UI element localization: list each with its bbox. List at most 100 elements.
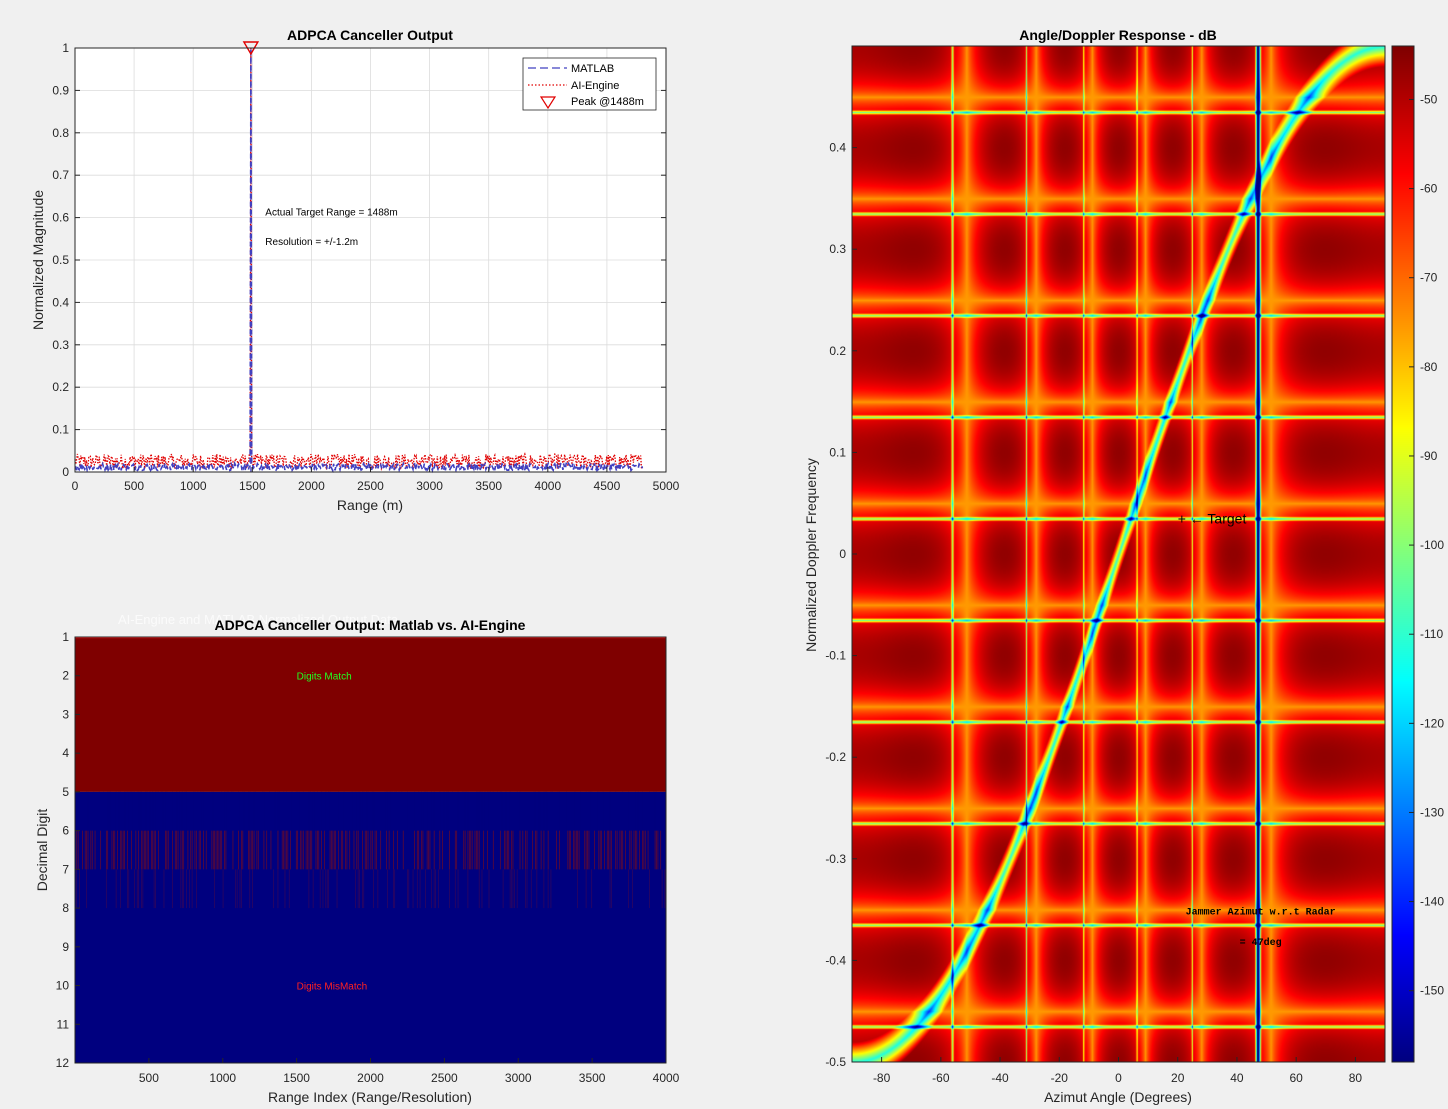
- legend-peak-marker: [539, 96, 557, 110]
- match-stripe: [266, 830, 268, 870]
- match-stripe: [478, 869, 480, 909]
- match-stripe: [387, 869, 389, 909]
- mismatch-stripe: [499, 791, 501, 831]
- colorbar-tick-label: -150: [1420, 984, 1444, 998]
- match-stripe: [573, 830, 574, 870]
- match-stripe: [249, 830, 251, 870]
- colorbar-frame: [1391, 45, 1415, 1063]
- x-tick-label: 2500: [431, 1071, 458, 1085]
- match-stripe: [393, 830, 394, 870]
- mismatch-stripe: [110, 791, 111, 831]
- digit-match-title: ADPCA Canceller Output: Matlab vs. AI-En…: [215, 617, 526, 633]
- mismatch-stripe: [484, 791, 486, 831]
- mismatch-stripe: [308, 791, 310, 831]
- match-stripe: [122, 830, 124, 870]
- match-stripe: [300, 830, 301, 870]
- match-stripe: [120, 830, 121, 870]
- match-stripe: [290, 830, 291, 870]
- match-stripe: [241, 830, 242, 870]
- match-stripe: [218, 830, 220, 870]
- match-stripe: [176, 830, 178, 870]
- match-stripe: [76, 869, 78, 909]
- match-stripe: [142, 869, 144, 909]
- match-stripe: [297, 830, 299, 870]
- match-stripe: [357, 830, 359, 870]
- mismatch-stripe: [649, 791, 650, 831]
- y-tick-label: 0.3: [829, 242, 846, 256]
- mismatch-stripe: [539, 791, 541, 831]
- match-stripe: [425, 869, 427, 909]
- mismatch-stripe: [447, 791, 449, 831]
- match-stripe: [238, 830, 239, 870]
- match-stripe: [488, 869, 490, 909]
- x-tick-label: 3500: [579, 1071, 606, 1085]
- match-stripe: [335, 830, 337, 870]
- y-tick-label: 1: [62, 41, 69, 55]
- digit-match-plot: 500 1000 1500 2000 2500 3000 3500 4000123456789…: [34, 612, 680, 1105]
- match-stripe: [329, 830, 331, 870]
- mismatch-stripe: [501, 791, 503, 831]
- match-stripe: [211, 830, 213, 870]
- match-stripe: [317, 830, 318, 870]
- y-tick-label: -0.2: [825, 750, 846, 764]
- digit-match-ghost-title: AI-Engine and MATLAB Normalized Output D…: [118, 612, 399, 627]
- mismatch-stripe: [201, 791, 203, 831]
- y-tick-label: -0.5: [825, 1055, 846, 1069]
- mismatch-stripe: [385, 791, 387, 831]
- match-stripe: [575, 830, 577, 870]
- match-stripe: [426, 830, 428, 870]
- match-stripe: [214, 869, 215, 909]
- mismatch-stripe: [221, 791, 223, 831]
- match-stripe: [449, 869, 450, 909]
- mismatch-stripe: [480, 791, 482, 831]
- x-tick-label: -80: [873, 1071, 891, 1085]
- match-stripe: [511, 869, 512, 909]
- mismatch-stripe: [425, 791, 427, 831]
- match-stripe: [532, 830, 534, 870]
- y-tick-label: 0: [62, 465, 69, 479]
- match-stripe: [526, 869, 528, 909]
- mismatch-stripe: [664, 791, 666, 831]
- match-stripe: [550, 869, 552, 909]
- mismatch-stripe: [298, 791, 300, 831]
- match-stripe: [483, 830, 484, 870]
- match-stripe: [345, 830, 346, 870]
- mismatch-stripe: [355, 791, 356, 831]
- mismatch-stripe: [325, 791, 327, 831]
- range-plot-xlabel: Range (m): [337, 497, 403, 513]
- mismatch-stripe: [395, 791, 397, 831]
- match-stripe: [338, 830, 339, 870]
- mismatch-stripe: [155, 791, 156, 831]
- mismatch-stripe: [125, 791, 127, 831]
- match-stripe: [506, 830, 508, 870]
- mismatch-stripe: [487, 791, 489, 831]
- mismatch-stripe: [262, 791, 263, 831]
- colorbar-tick-label: -140: [1420, 895, 1444, 909]
- match-stripe: [660, 830, 662, 870]
- y-tick-label: 1: [62, 630, 69, 644]
- match-stripe: [249, 869, 251, 909]
- match-stripe: [601, 830, 602, 870]
- match-stripe: [547, 830, 549, 870]
- match-stripe: [319, 869, 321, 909]
- mismatch-stripe: [277, 791, 279, 831]
- jammer-azimuth-value: = 47deg: [1240, 937, 1282, 949]
- mismatch-stripe: [443, 791, 445, 831]
- y-tick-label: 0.4: [829, 141, 846, 155]
- mismatch-stripe: [398, 791, 400, 831]
- colorbar-tick-label: -90: [1420, 449, 1438, 463]
- range-plot-ticks: 0 500 1000 1500 2000 2500 3000 3500 4000 4500 5000…: [52, 41, 679, 493]
- match-stripe: [134, 869, 135, 909]
- mismatch-stripe: [423, 791, 425, 831]
- match-stripe: [367, 830, 369, 870]
- match-stripe: [516, 869, 518, 909]
- mismatch-stripe: [356, 791, 358, 831]
- match-stripe: [578, 830, 580, 870]
- match-stripe: [642, 830, 643, 870]
- match-stripe: [535, 830, 536, 870]
- mismatch-stripe: [588, 791, 590, 831]
- angle-doppler-image: [852, 46, 1385, 1062]
- mismatch-stripe: [421, 791, 422, 831]
- legend-peak-label: Peak @1488m: [571, 96, 644, 108]
- y-tick-label: 0.9: [52, 83, 69, 97]
